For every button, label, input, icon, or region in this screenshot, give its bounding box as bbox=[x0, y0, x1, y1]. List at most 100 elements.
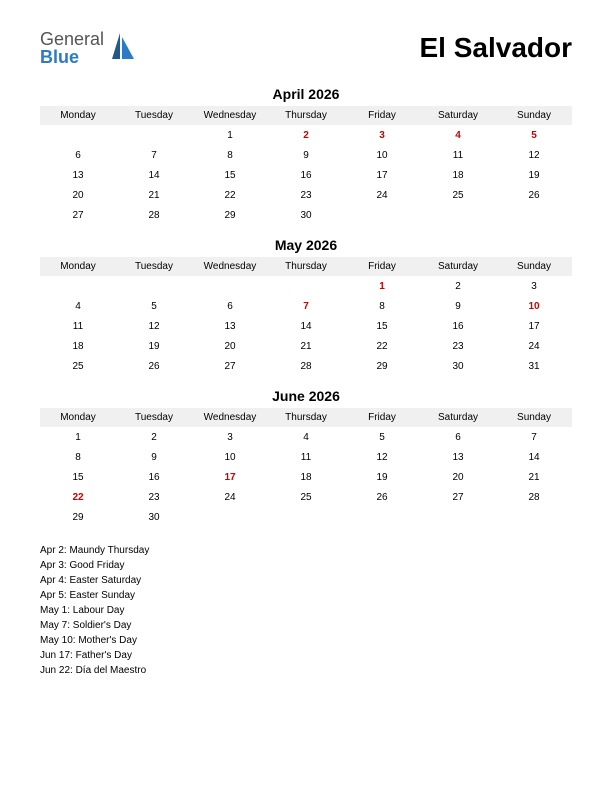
day-cell: 14 bbox=[496, 447, 572, 467]
day-cell: 8 bbox=[40, 447, 116, 467]
day-cell: 12 bbox=[496, 145, 572, 165]
day-cell bbox=[496, 205, 572, 225]
day-cell: 21 bbox=[116, 185, 192, 205]
day-header: Thursday bbox=[268, 408, 344, 427]
day-cell: 13 bbox=[192, 316, 268, 336]
day-cell: 25 bbox=[268, 487, 344, 507]
day-cell: 23 bbox=[116, 487, 192, 507]
day-cell: 3 bbox=[192, 427, 268, 447]
day-cell bbox=[40, 276, 116, 296]
day-cell: 12 bbox=[344, 447, 420, 467]
day-cell: 14 bbox=[268, 316, 344, 336]
day-cell: 1 bbox=[40, 427, 116, 447]
holiday-entry: Apr 5: Easter Sunday bbox=[40, 588, 572, 603]
day-cell: 20 bbox=[420, 467, 496, 487]
month-table: MondayTuesdayWednesdayThursdayFridaySatu… bbox=[40, 106, 572, 225]
day-cell: 16 bbox=[268, 165, 344, 185]
calendars-container: April 2026MondayTuesdayWednesdayThursday… bbox=[40, 86, 572, 527]
day-cell: 13 bbox=[40, 165, 116, 185]
day-cell: 29 bbox=[344, 356, 420, 376]
holiday-entry: Jun 17: Father's Day bbox=[40, 648, 572, 663]
day-cell bbox=[420, 507, 496, 527]
month-title: May 2026 bbox=[40, 237, 572, 253]
day-header: Thursday bbox=[268, 106, 344, 125]
week-row: 891011121314 bbox=[40, 447, 572, 467]
day-header: Saturday bbox=[420, 408, 496, 427]
day-cell: 9 bbox=[116, 447, 192, 467]
day-cell: 28 bbox=[268, 356, 344, 376]
day-header: Wednesday bbox=[192, 257, 268, 276]
day-cell bbox=[268, 276, 344, 296]
day-header: Tuesday bbox=[116, 106, 192, 125]
day-header: Saturday bbox=[420, 106, 496, 125]
day-cell: 5 bbox=[344, 427, 420, 447]
logo: General Blue bbox=[40, 30, 136, 66]
day-header: Friday bbox=[344, 257, 420, 276]
day-cell: 11 bbox=[40, 316, 116, 336]
day-header: Monday bbox=[40, 408, 116, 427]
day-header: Monday bbox=[40, 106, 116, 125]
day-cell: 11 bbox=[420, 145, 496, 165]
day-cell: 10 bbox=[192, 447, 268, 467]
day-cell: 6 bbox=[40, 145, 116, 165]
day-cell: 23 bbox=[268, 185, 344, 205]
month-table: MondayTuesdayWednesdayThursdayFridaySatu… bbox=[40, 257, 572, 376]
day-cell: 11 bbox=[268, 447, 344, 467]
day-header: Friday bbox=[344, 106, 420, 125]
day-cell: 15 bbox=[192, 165, 268, 185]
day-cell: 5 bbox=[496, 125, 572, 145]
month-calendar: May 2026 MondayTuesdayWednesdayThursdayFr… bbox=[40, 237, 572, 376]
week-row: 11121314151617 bbox=[40, 316, 572, 336]
day-cell: 15 bbox=[344, 316, 420, 336]
day-cell bbox=[420, 205, 496, 225]
day-cell: 2 bbox=[116, 427, 192, 447]
day-cell: 13 bbox=[420, 447, 496, 467]
day-cell: 2 bbox=[420, 276, 496, 296]
day-cell: 3 bbox=[344, 125, 420, 145]
header: General Blue El Salvador bbox=[40, 30, 572, 66]
week-row: 12345 bbox=[40, 125, 572, 145]
day-cell: 18 bbox=[40, 336, 116, 356]
day-cell bbox=[40, 125, 116, 145]
day-cell: 8 bbox=[344, 296, 420, 316]
logo-sail-icon bbox=[110, 31, 136, 66]
day-cell: 23 bbox=[420, 336, 496, 356]
week-row: 1234567 bbox=[40, 427, 572, 447]
day-header: Thursday bbox=[268, 257, 344, 276]
day-header: Tuesday bbox=[116, 408, 192, 427]
day-cell: 24 bbox=[192, 487, 268, 507]
week-row: 6789101112 bbox=[40, 145, 572, 165]
week-row: 2930 bbox=[40, 507, 572, 527]
day-header: Tuesday bbox=[116, 257, 192, 276]
day-cell bbox=[192, 276, 268, 296]
day-cell: 26 bbox=[116, 356, 192, 376]
day-cell: 24 bbox=[496, 336, 572, 356]
week-row: 123 bbox=[40, 276, 572, 296]
holiday-entry: May 1: Labour Day bbox=[40, 603, 572, 618]
day-cell bbox=[192, 507, 268, 527]
day-cell bbox=[496, 507, 572, 527]
day-cell: 7 bbox=[268, 296, 344, 316]
day-cell: 22 bbox=[344, 336, 420, 356]
day-cell: 30 bbox=[116, 507, 192, 527]
day-cell: 21 bbox=[496, 467, 572, 487]
day-header: Monday bbox=[40, 257, 116, 276]
day-cell bbox=[116, 125, 192, 145]
day-cell: 15 bbox=[40, 467, 116, 487]
day-cell: 10 bbox=[496, 296, 572, 316]
day-cell: 26 bbox=[344, 487, 420, 507]
day-cell: 25 bbox=[40, 356, 116, 376]
day-cell: 6 bbox=[420, 427, 496, 447]
month-calendar: April 2026 MondayTuesdayWednesdayThursday… bbox=[40, 86, 572, 225]
month-title: April 2026 bbox=[40, 86, 572, 102]
day-cell: 3 bbox=[496, 276, 572, 296]
day-cell: 19 bbox=[116, 336, 192, 356]
country-title: El Salvador bbox=[419, 32, 572, 64]
month-table: MondayTuesdayWednesdayThursdayFridaySatu… bbox=[40, 408, 572, 527]
day-cell: 19 bbox=[496, 165, 572, 185]
holiday-entry: Jun 22: Día del Maestro bbox=[40, 663, 572, 678]
day-cell: 19 bbox=[344, 467, 420, 487]
day-cell: 22 bbox=[192, 185, 268, 205]
holiday-entry: Apr 4: Easter Saturday bbox=[40, 573, 572, 588]
day-header: Wednesday bbox=[192, 408, 268, 427]
